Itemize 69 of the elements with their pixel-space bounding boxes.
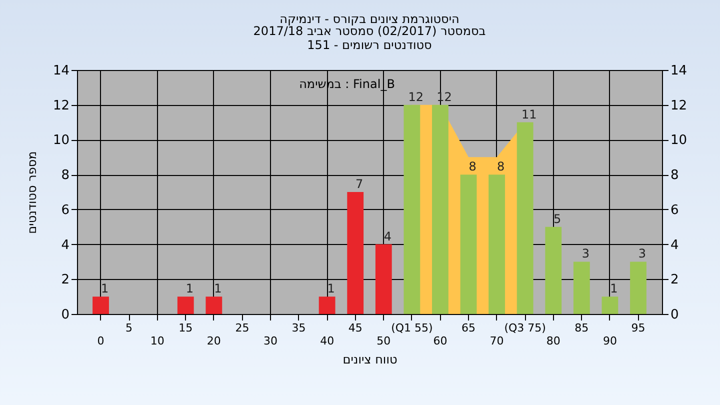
x-tick-label: 90 <box>602 334 617 348</box>
bar <box>432 104 448 314</box>
x-tick-label: 45 <box>348 322 362 334</box>
bar <box>573 262 590 314</box>
data-label: 1 <box>327 282 335 296</box>
y-tick-label: 14 <box>52 64 70 78</box>
x-tick-label: (Q1 55) <box>391 322 433 334</box>
x-tick-label: 20 <box>206 334 221 348</box>
bar <box>460 174 477 314</box>
y2-tick-label: 10 <box>670 133 688 148</box>
y2-tick-label: 6 <box>670 202 679 218</box>
x-tick-label: 30 <box>263 334 278 348</box>
bar <box>206 296 222 314</box>
y-tick-label: 2 <box>61 272 70 288</box>
bar <box>375 244 392 314</box>
bar <box>177 296 194 314</box>
y-tick-label: 8 <box>61 168 70 184</box>
data-label: 1 <box>100 282 109 296</box>
y-tick-label: 4 <box>61 238 70 253</box>
x-tick-label: 60 <box>433 334 448 348</box>
bar <box>602 296 618 314</box>
x-tick-label: 15 <box>178 322 193 334</box>
x-tick-label: 70 <box>490 334 504 348</box>
data-label: 3 <box>638 246 646 261</box>
data-label: 3 <box>582 246 590 261</box>
data-label: 8 <box>468 160 476 174</box>
x-tick-label: 10 <box>150 334 164 348</box>
y2-tick-label: 12 <box>670 98 688 114</box>
x-tick-label: 85 <box>574 322 589 334</box>
y-tick-label: 6 <box>61 202 70 218</box>
data-label: 7 <box>356 177 364 191</box>
data-label: 4 <box>384 229 392 244</box>
data-label: 8 <box>496 160 505 174</box>
bar <box>404 104 420 314</box>
y2-tick-label: 4 <box>670 238 679 253</box>
x-tick-label: 65 <box>462 322 476 334</box>
y2-tick-label: 2 <box>670 272 679 288</box>
y-tick-label: 10 <box>52 133 70 148</box>
y2-tick-label: 14 <box>670 64 688 78</box>
y-tick-label: 0 <box>61 308 70 322</box>
chart-title: היסטוגרמת ציונים בקורס - דינמיקה <box>280 12 460 26</box>
y2-tick-label: 0 <box>670 308 679 322</box>
bar <box>347 192 364 314</box>
bar <box>488 174 505 314</box>
bar <box>516 122 534 314</box>
data-label: 1 <box>610 282 618 296</box>
x-tick-label: 95 <box>631 322 646 334</box>
bar <box>92 296 109 314</box>
x-tick-label: 35 <box>292 322 306 334</box>
y-axis-title: מספר סטודנטים <box>24 151 39 234</box>
x-tick-label: 80 <box>546 334 560 348</box>
x-tick-label: 50 <box>376 334 391 348</box>
bar <box>545 226 562 314</box>
data-label: 1 <box>214 282 222 296</box>
bar <box>630 262 646 314</box>
x-tick-label: 5 <box>126 322 133 334</box>
x-tick-label: 0 <box>97 334 104 348</box>
data-label: 12 <box>408 90 424 104</box>
x-axis-title: טווח ציונים <box>342 352 398 366</box>
data-label: 5 <box>554 212 562 226</box>
data-label: 1 <box>186 282 194 296</box>
y2-tick-label: 8 <box>670 168 679 184</box>
x-tick-label: 40 <box>320 334 334 348</box>
y-tick-label: 12 <box>52 98 70 114</box>
bar <box>318 296 336 314</box>
chart-subtitle: בסמסטר (02/2017) סמסטר אביב 2017/18 סטודנטים רשומים - 151 <box>253 24 486 52</box>
x-tick-label: 25 <box>235 322 250 334</box>
x-tick-label: (Q3 75) <box>504 322 546 334</box>
data-label: 11 <box>521 107 537 122</box>
